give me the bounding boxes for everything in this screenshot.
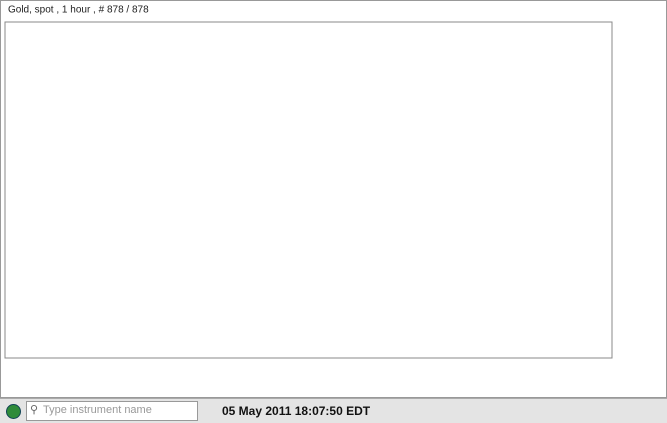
search-box[interactable]: Type instrument name ⚲ [26,401,198,421]
chart: Gold, spot , 1 hour , # 878 / 878 [0,0,667,398]
chart-title: Gold, spot , 1 hour , # 878 / 878 [8,5,149,16]
plot-area [4,21,613,359]
search-placeholder: Type instrument name [43,404,152,416]
frame [0,0,667,398]
toolbar: Type instrument name ⚲ 05 May 2011 18:07… [0,398,667,423]
timestamp: 05 May 2011 18:07:50 EDT [222,404,371,418]
